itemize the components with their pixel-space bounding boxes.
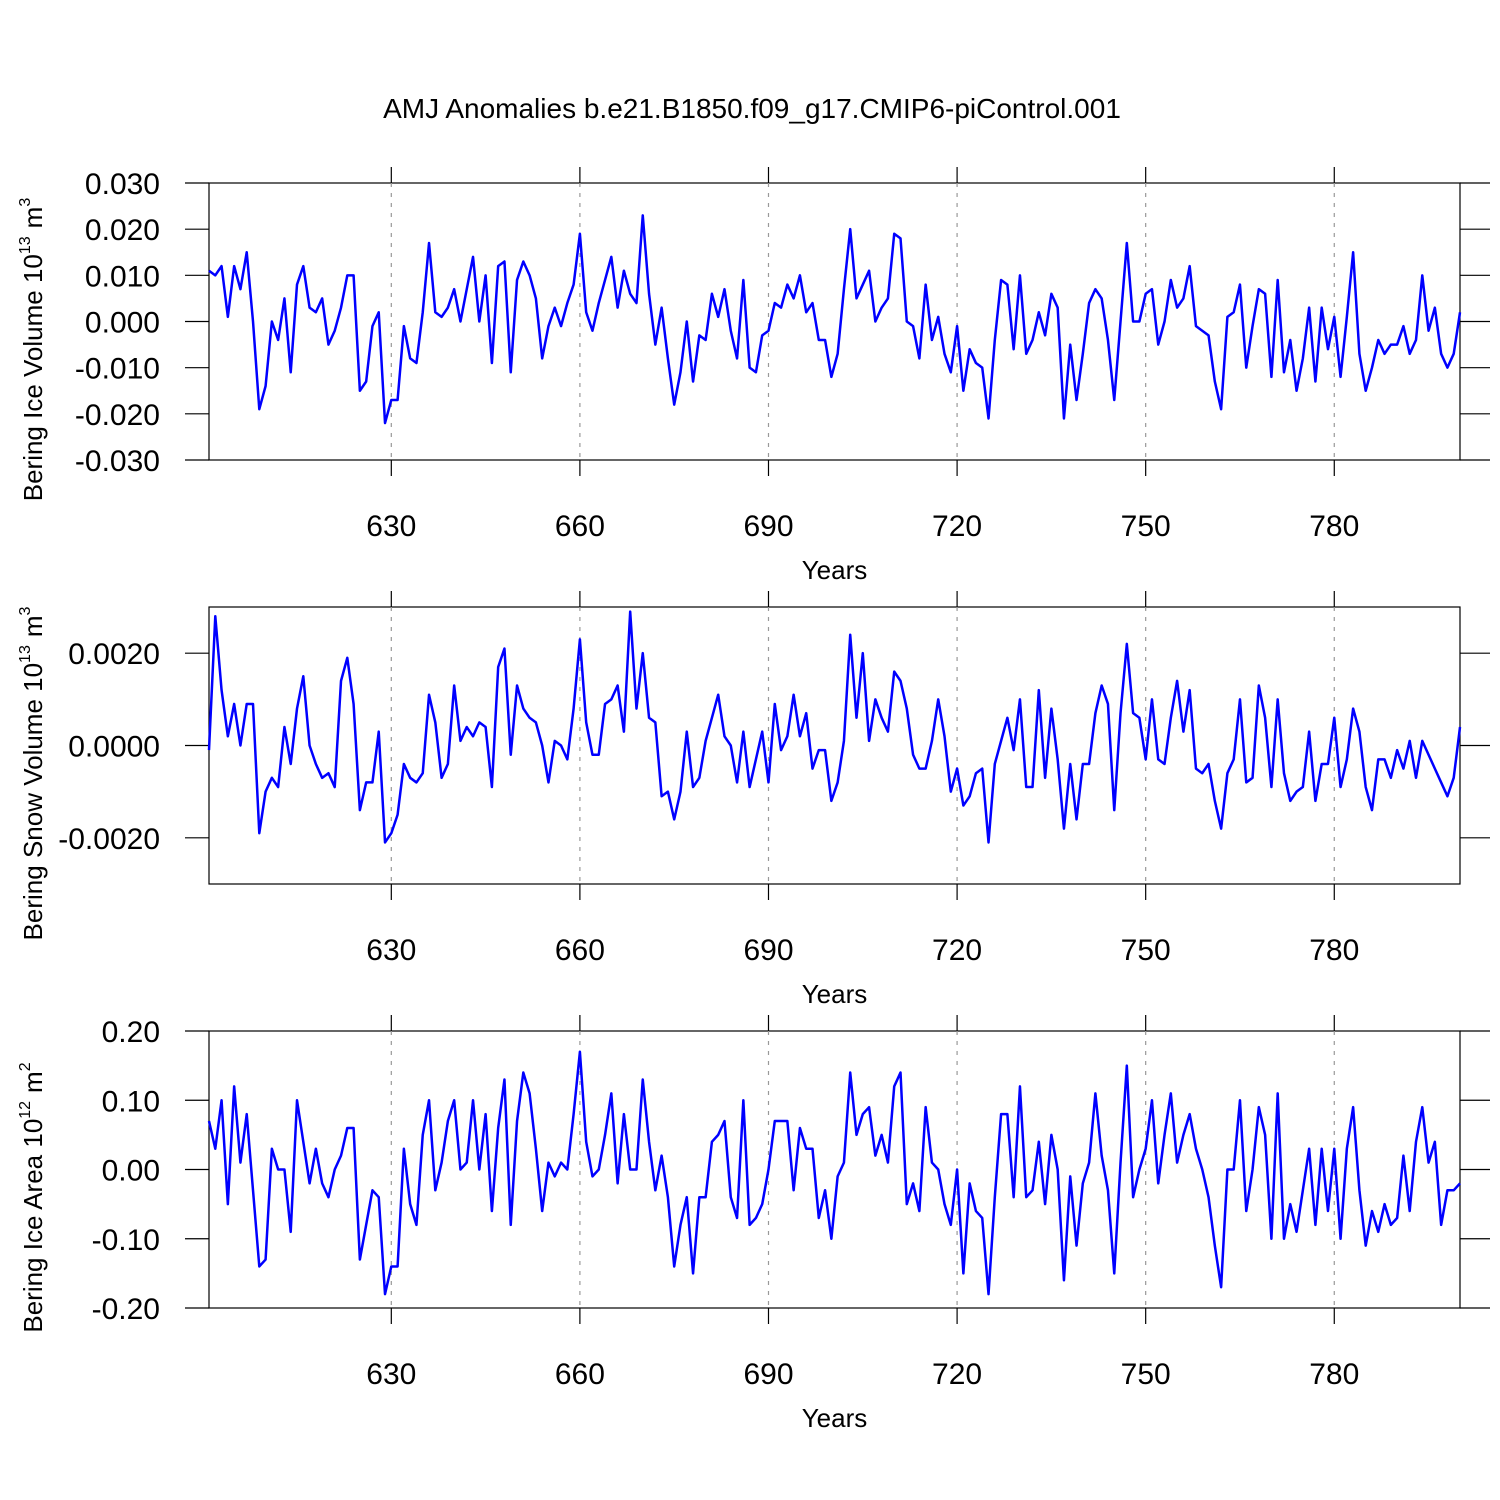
y-tick-label: -0.010 bbox=[75, 353, 160, 386]
x-tick-label: 720 bbox=[932, 1358, 982, 1391]
x-tick-label: 660 bbox=[555, 1358, 605, 1391]
x-tick-label: 720 bbox=[932, 510, 982, 543]
x-tick-label: 630 bbox=[366, 1358, 416, 1391]
x-tick-label: 690 bbox=[743, 510, 793, 543]
y-label-unit-exponent: 3 bbox=[17, 606, 34, 615]
y-label-unit-exponent: 2 bbox=[17, 1062, 34, 1071]
x-tick-label: 720 bbox=[932, 934, 982, 967]
y-tick-label: 0.00 bbox=[102, 1155, 160, 1188]
y-label-exponent: 13 bbox=[17, 236, 34, 254]
y-tick-label: 0.010 bbox=[85, 260, 160, 293]
y-axis-label: Bering Snow Volume 1013 m3 bbox=[17, 606, 48, 940]
y-tick-label: 0.10 bbox=[102, 1085, 160, 1118]
y-label-main: Bering Snow Volume 10 bbox=[18, 663, 48, 941]
y-label-main: Bering Ice Area 10 bbox=[18, 1119, 48, 1333]
x-tick-label: 690 bbox=[743, 1358, 793, 1391]
x-tick-label: 780 bbox=[1309, 934, 1359, 967]
y-tick-label: 0.000 bbox=[85, 307, 160, 340]
y-axis-label: Bering Ice Volume 1013 m3 bbox=[17, 198, 48, 502]
x-tick-label: 750 bbox=[1121, 1358, 1171, 1391]
data-line bbox=[207, 610, 1462, 844]
x-axis-label: Years bbox=[802, 979, 868, 1009]
x-tick-label: 630 bbox=[366, 934, 416, 967]
y-label-unit-exponent: 3 bbox=[17, 198, 34, 207]
y-label-exponent: 13 bbox=[17, 645, 34, 663]
y-tick-label: -0.20 bbox=[92, 1293, 160, 1326]
x-axis-label: Years bbox=[802, 555, 868, 585]
data-line bbox=[207, 1050, 1461, 1296]
x-tick-label: 660 bbox=[555, 934, 605, 967]
y-tick-label: -0.10 bbox=[92, 1224, 160, 1257]
y-label-main: Bering Ice Volume 10 bbox=[18, 254, 48, 501]
x-tick-label: 780 bbox=[1309, 510, 1359, 543]
figure-title: AMJ Anomalies b.e21.B1850.f09_g17.CMIP6-… bbox=[383, 93, 1121, 124]
y-label-unit: m bbox=[18, 615, 48, 637]
x-tick-label: 780 bbox=[1309, 1358, 1359, 1391]
y-label-unit: m bbox=[18, 1071, 48, 1093]
y-tick-label: -0.020 bbox=[75, 399, 160, 432]
y-tick-label: 0.20 bbox=[102, 1016, 160, 1049]
x-tick-label: 690 bbox=[743, 934, 793, 967]
plot-frame bbox=[208, 182, 1461, 461]
y-tick-label: 0.0000 bbox=[68, 731, 160, 764]
x-tick-label: 750 bbox=[1121, 510, 1171, 543]
x-tick-label: 750 bbox=[1121, 934, 1171, 967]
y-axis-label: Bering Ice Area 1012 m2 bbox=[17, 1062, 48, 1332]
plot-frame bbox=[208, 606, 1461, 885]
x-tick-label: 660 bbox=[555, 510, 605, 543]
y-tick-label: -0.030 bbox=[75, 445, 160, 478]
y-tick-label: 0.030 bbox=[85, 168, 160, 201]
y-label-exponent: 12 bbox=[17, 1101, 34, 1119]
y-label-unit: m bbox=[18, 207, 48, 229]
data-line bbox=[208, 214, 1462, 425]
y-tick-label: 0.0020 bbox=[68, 638, 160, 671]
x-axis-label: Years bbox=[802, 1403, 868, 1433]
y-tick-label: 0.020 bbox=[85, 214, 160, 247]
y-tick-label: -0.0020 bbox=[58, 823, 160, 856]
x-tick-label: 630 bbox=[366, 510, 416, 543]
